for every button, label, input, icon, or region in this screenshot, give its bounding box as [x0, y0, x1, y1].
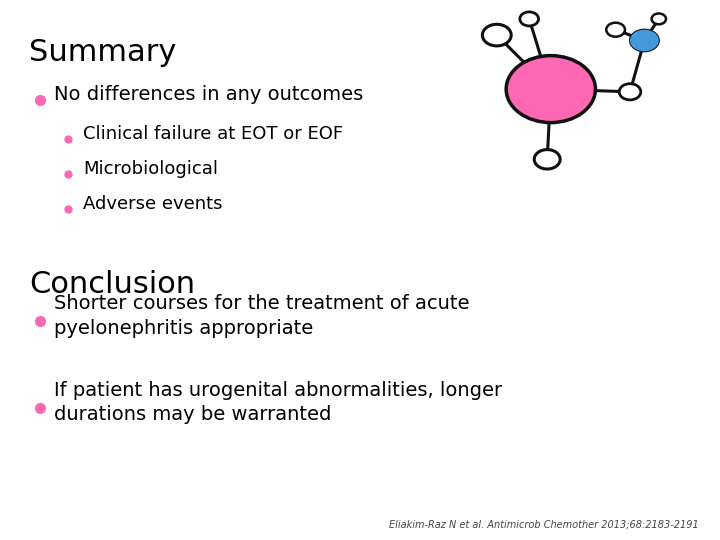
Text: Shorter courses for the treatment of acute
pyelonephritis appropriate: Shorter courses for the treatment of acu…	[54, 294, 469, 338]
Circle shape	[520, 12, 539, 26]
Circle shape	[630, 30, 659, 51]
Circle shape	[619, 84, 641, 100]
Circle shape	[506, 56, 595, 123]
Circle shape	[652, 14, 666, 24]
Circle shape	[534, 150, 560, 169]
Text: If patient has urogenital abnormalities, longer
durations may be warranted: If patient has urogenital abnormalities,…	[54, 381, 502, 424]
Circle shape	[606, 23, 625, 37]
Circle shape	[482, 24, 511, 46]
Text: No differences in any outcomes: No differences in any outcomes	[54, 85, 364, 104]
Text: Microbiological: Microbiological	[83, 160, 218, 178]
Text: Conclusion: Conclusion	[29, 270, 195, 299]
Text: Adverse events: Adverse events	[83, 195, 222, 213]
Text: Eliakim-Raz N et al. Antimicrob Chemother 2013;68:2183-2191: Eliakim-Raz N et al. Antimicrob Chemothe…	[389, 519, 698, 529]
Circle shape	[630, 30, 659, 51]
Text: Clinical failure at EOT or EOF: Clinical failure at EOT or EOF	[83, 125, 343, 143]
Text: Summary: Summary	[29, 38, 176, 67]
